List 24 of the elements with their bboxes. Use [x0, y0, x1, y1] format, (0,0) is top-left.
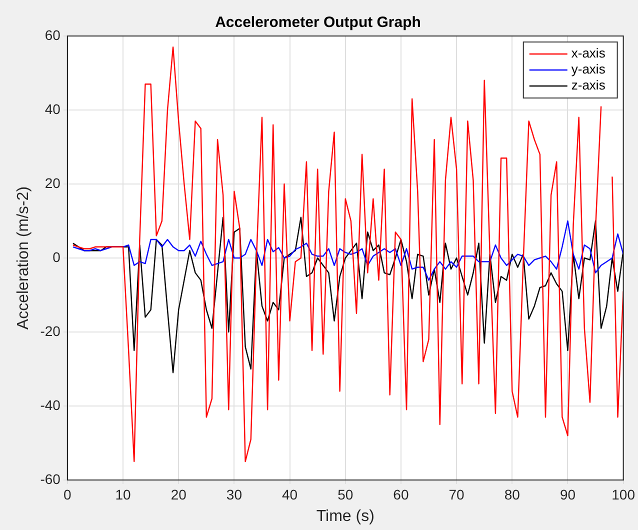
x-tick-label: 40: [282, 486, 298, 502]
x-tick-label: 70: [448, 486, 465, 502]
legend-label: x-axis: [571, 46, 606, 61]
x-tick-label: 60: [393, 486, 409, 502]
x-tick-label: 0: [64, 486, 72, 502]
x-tick-label: 30: [226, 486, 242, 502]
y-tick-label: 40: [44, 100, 61, 117]
x-tick-label: 20: [170, 486, 187, 502]
legend-label: z-axis: [571, 78, 606, 93]
x-tick-label: 50: [338, 486, 354, 502]
x-tick-label: 80: [504, 486, 520, 502]
y-tick-label: -40: [40, 396, 61, 413]
x-tick-label: 90: [560, 486, 576, 502]
y-tick-label: -20: [40, 322, 61, 339]
y-tick-label: 20: [44, 174, 61, 191]
x-tick-label: 10: [115, 486, 132, 502]
y-tick-label: 0: [52, 248, 61, 265]
chart-title: Accelerometer Output Graph: [215, 14, 421, 32]
y-tick-label: 60: [44, 26, 61, 43]
x-tick-label: 100: [612, 486, 636, 502]
y-axis-title: Acceleration (m/s-2): [15, 186, 32, 330]
y-tick-label: -60: [40, 470, 61, 487]
x-axis-title: Time (s): [316, 508, 374, 525]
legend-label: y-axis: [571, 62, 606, 77]
